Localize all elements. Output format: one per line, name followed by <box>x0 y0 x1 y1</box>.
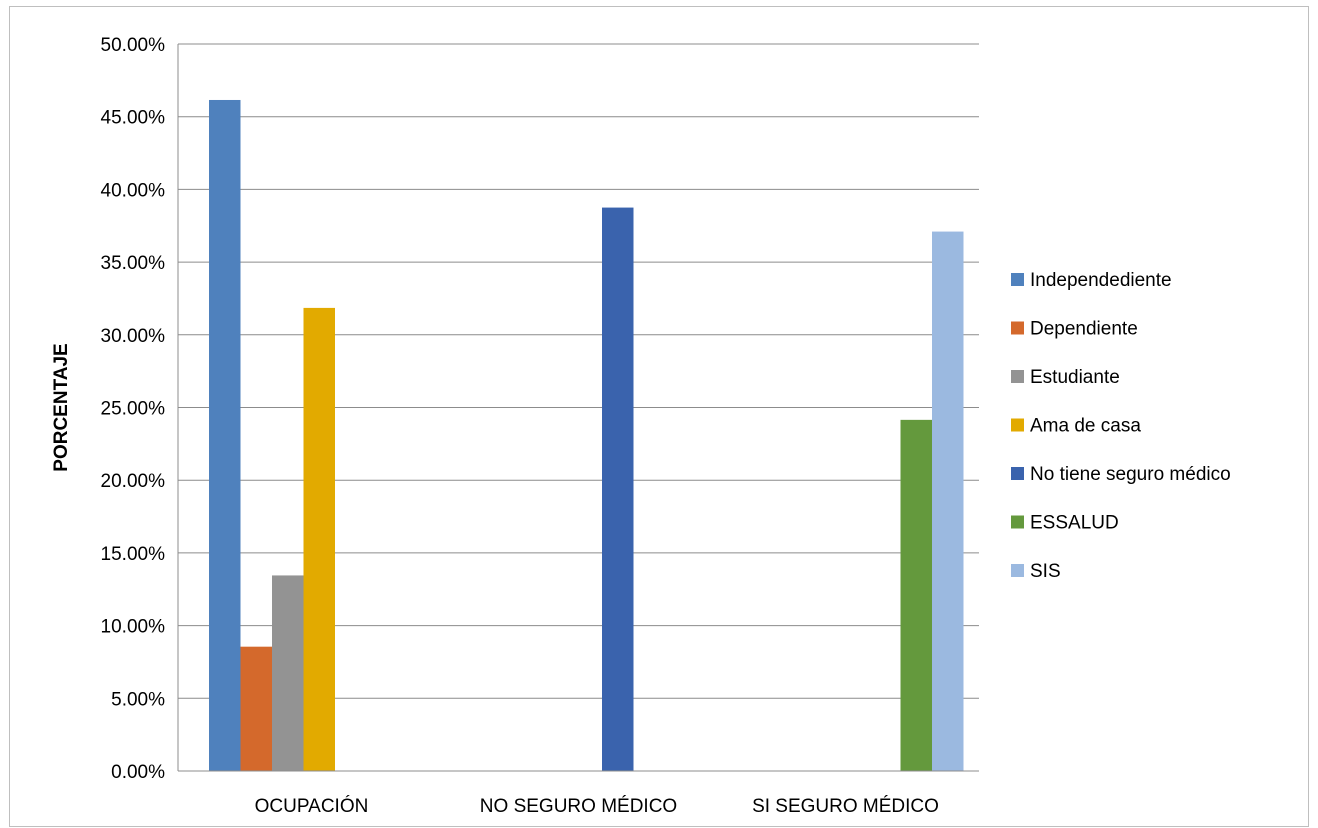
legend-swatch <box>1011 467 1024 480</box>
y-axis-ticks: 0.00% 5.00% 10.00% 15.00% 20.00% 25.00% 30.00%… <box>101 35 166 783</box>
legend-swatch <box>1011 273 1024 286</box>
legend-label: Ama de casa <box>1030 416 1141 437</box>
y-tick-label: 50.00% <box>101 35 166 56</box>
legend-label: No tiene seguro médico <box>1030 464 1231 485</box>
bar-dependiente <box>240 646 272 771</box>
y-tick-label: 35.00% <box>101 253 166 274</box>
chart-svg: 0.00% 5.00% 10.00% 15.00% 20.00% 25.00% 30.00%… <box>51 35 1231 817</box>
legend-swatch <box>1011 418 1024 432</box>
y-tick-label: 10.00% <box>101 617 166 638</box>
y-axis-title: PORCENTAJE <box>51 343 72 471</box>
bars <box>209 99 964 772</box>
legend-label: Estudiante <box>1030 367 1120 388</box>
y-tick-label: 20.00% <box>101 471 166 492</box>
bar-ama-de-casa <box>303 307 335 771</box>
y-tick-label: 30.00% <box>101 326 166 347</box>
legend-label: SIS <box>1030 561 1061 582</box>
bar-independediente <box>209 99 241 771</box>
y-tick-label: 40.00% <box>101 180 166 201</box>
x-tick-label: SI SEGURO MÉDICO <box>752 796 939 817</box>
legend: Independediente Dependiente Estudiante Ama … <box>1011 270 1231 582</box>
y-tick-label: 15.00% <box>101 544 166 565</box>
y-tick-label: 25.00% <box>101 399 166 420</box>
legend-label: Dependiente <box>1030 319 1138 340</box>
y-tick-label: 0.00% <box>111 762 165 783</box>
x-tick-label: OCUPACIÓN <box>255 795 369 817</box>
legend-swatch <box>1011 370 1024 383</box>
bar-sis <box>932 231 964 772</box>
bar-no-tiene-seguro-médico <box>602 207 634 771</box>
legend-label: Independediente <box>1030 270 1172 291</box>
legend-swatch <box>1011 515 1024 529</box>
bar-essalud <box>900 419 932 771</box>
legend-swatch <box>1011 564 1024 577</box>
y-tick-label: 5.00% <box>111 689 165 710</box>
y-tick-label: 45.00% <box>101 108 166 129</box>
chart-frame: 0.00% 5.00% 10.00% 15.00% 20.00% 25.00% 30.00%… <box>9 6 1309 827</box>
x-tick-label: NO SEGURO MÉDICO <box>480 796 677 817</box>
x-axis <box>177 44 979 772</box>
legend-label: ESSALUD <box>1030 513 1119 534</box>
x-axis-ticks: OCUPACIÓN NO SEGURO MÉDICO SI SEGURO MÉDIC… <box>255 795 939 817</box>
legend-swatch <box>1011 321 1024 335</box>
bar-estudiante <box>272 575 304 771</box>
